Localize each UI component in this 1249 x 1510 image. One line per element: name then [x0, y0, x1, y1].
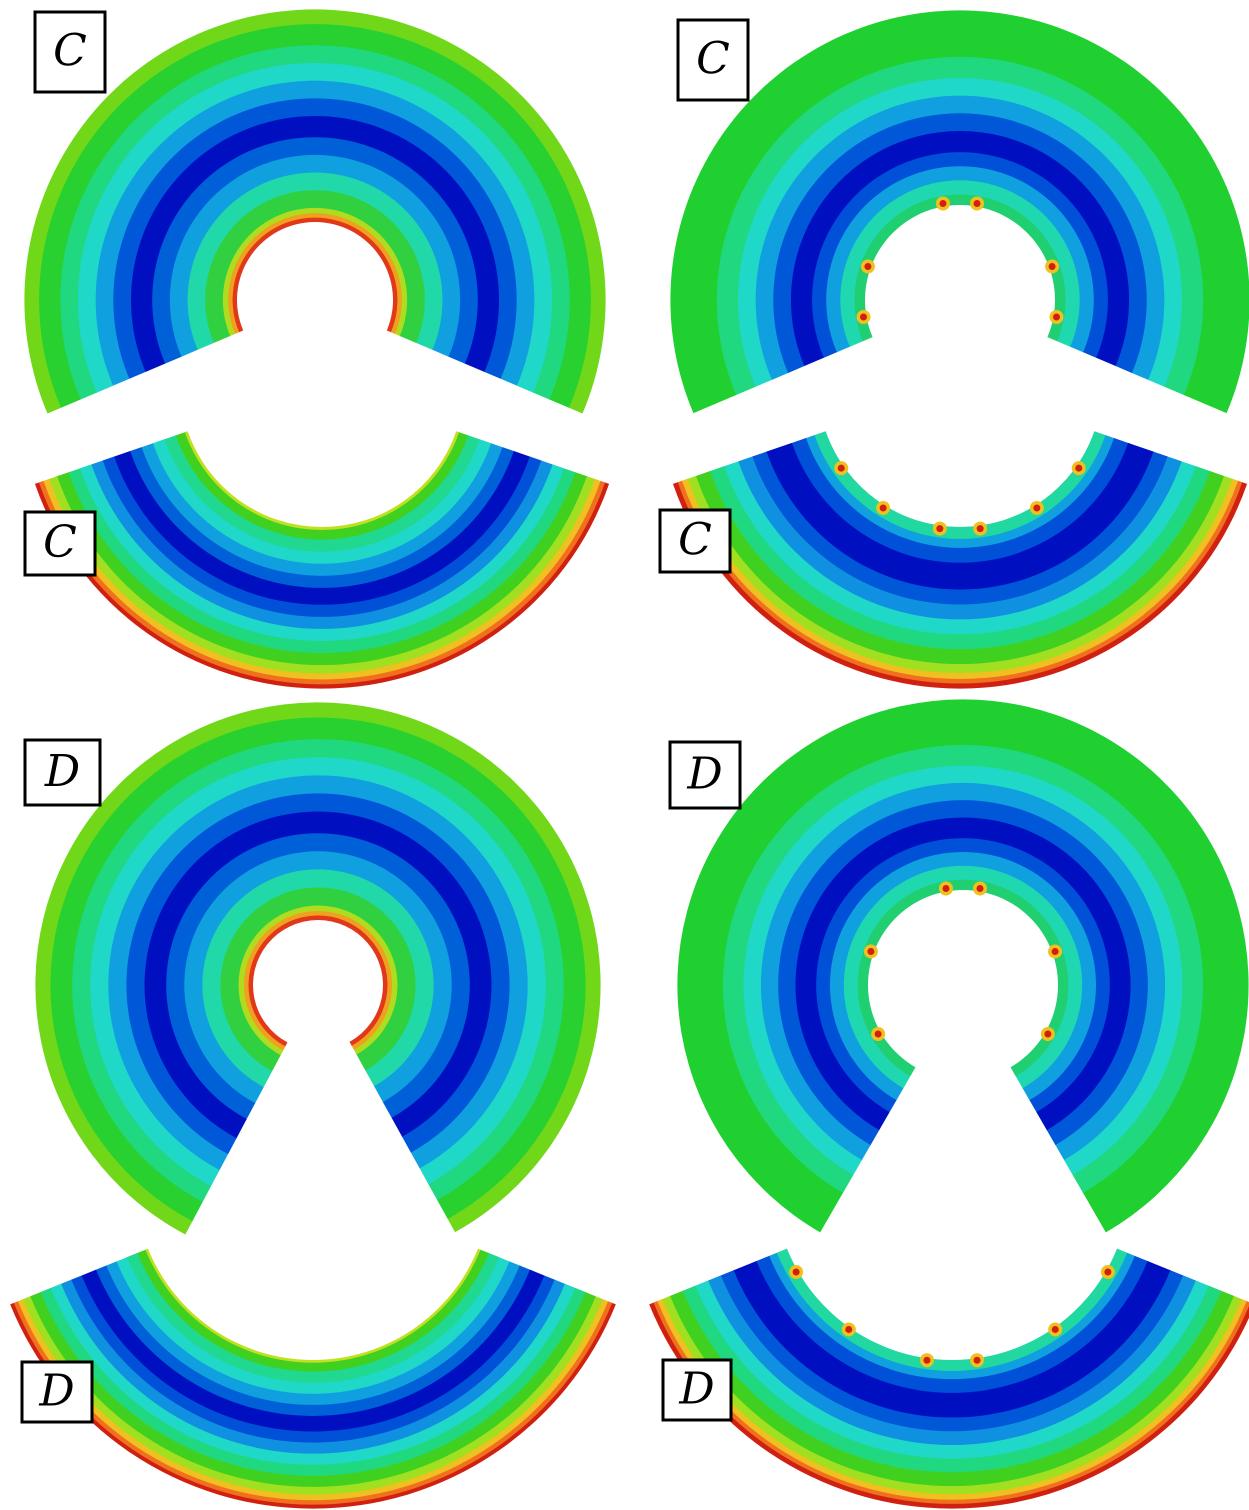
- contour-band: [68, 468, 576, 654]
- stress-point: [864, 262, 872, 270]
- contour-band: [204, 189, 426, 344]
- contour-band: [79, 464, 565, 642]
- label-box: [658, 508, 732, 574]
- label-box: [20, 1360, 94, 1424]
- contour-band: [126, 1253, 500, 1384]
- contour-band: [733, 1261, 1171, 1419]
- contour-band: [113, 451, 531, 606]
- contour-band: [50, 1283, 576, 1466]
- stress-point: [867, 947, 875, 955]
- stress-point: [1051, 947, 1059, 955]
- panel-label: C: [43, 517, 77, 568]
- label-box: [661, 1358, 733, 1422]
- panel-label: C: [696, 34, 730, 85]
- contour-band: [152, 439, 492, 565]
- contour-band: [723, 461, 1197, 635]
- contour-band: [81, 1269, 545, 1433]
- stress-point: [845, 1325, 853, 1333]
- contour-band: [755, 1255, 1149, 1394]
- contour-band: [140, 443, 504, 577]
- panel-label: D: [678, 1364, 714, 1415]
- label-box: [33, 10, 107, 94]
- contour-band: [720, 1270, 1184, 1432]
- stress-point: [973, 1356, 981, 1364]
- contour-band: [709, 466, 1211, 650]
- label-box: [668, 740, 742, 810]
- panel-label: D: [44, 746, 80, 797]
- contour-band: [102, 456, 542, 618]
- stress-point: [1048, 262, 1056, 270]
- stress-point: [976, 884, 984, 892]
- stress-point: [1033, 504, 1041, 512]
- stress-point: [837, 464, 845, 472]
- stress-point: [874, 1030, 882, 1038]
- label-box: [23, 510, 97, 577]
- stress-point: [1104, 1268, 1112, 1276]
- contour-band: [707, 1275, 1197, 1446]
- stress-point: [1051, 1325, 1059, 1333]
- contour-band: [105, 1261, 521, 1406]
- label-box: [676, 18, 750, 102]
- stress-point: [1075, 464, 1083, 472]
- stress-point: [879, 504, 887, 512]
- stress-point: [792, 1268, 800, 1276]
- contour-band: [129, 447, 515, 589]
- contour-band: [116, 1257, 510, 1395]
- stress-point: [976, 525, 984, 533]
- contour-band: [70, 1275, 556, 1444]
- contour-band: [805, 435, 1115, 549]
- panel-label: D: [686, 749, 722, 800]
- panel-label: D: [38, 1366, 74, 1417]
- contour-band: [776, 1248, 1128, 1372]
- stress-point: [942, 884, 950, 892]
- label-box: [23, 738, 102, 807]
- stress-point: [939, 199, 947, 207]
- stress-point: [1044, 1030, 1052, 1038]
- contour-band: [163, 435, 481, 553]
- stress-point: [973, 199, 981, 207]
- stress-point: [859, 313, 867, 321]
- contour-band: [765, 442, 1155, 591]
- contour-band: [669, 1290, 1235, 1487]
- panel-label: C: [53, 26, 87, 77]
- stress-point: [923, 1356, 931, 1364]
- contour-band: [136, 1249, 490, 1373]
- contour-band: [682, 1285, 1222, 1473]
- contour-band: [60, 1279, 566, 1455]
- contour-band: [751, 451, 1169, 606]
- panel-label: C: [678, 515, 712, 566]
- contour-band: [95, 1265, 531, 1417]
- contour-band: [695, 471, 1225, 665]
- stress-point: [936, 525, 944, 533]
- contour-band: [768, 1252, 1136, 1380]
- contour-band: [694, 1280, 1210, 1460]
- contour-band: [175, 432, 469, 541]
- contour-band: [737, 456, 1183, 621]
- contour-band: [90, 460, 554, 630]
- stress-point: [1053, 313, 1061, 321]
- contour-band: [791, 438, 1129, 564]
